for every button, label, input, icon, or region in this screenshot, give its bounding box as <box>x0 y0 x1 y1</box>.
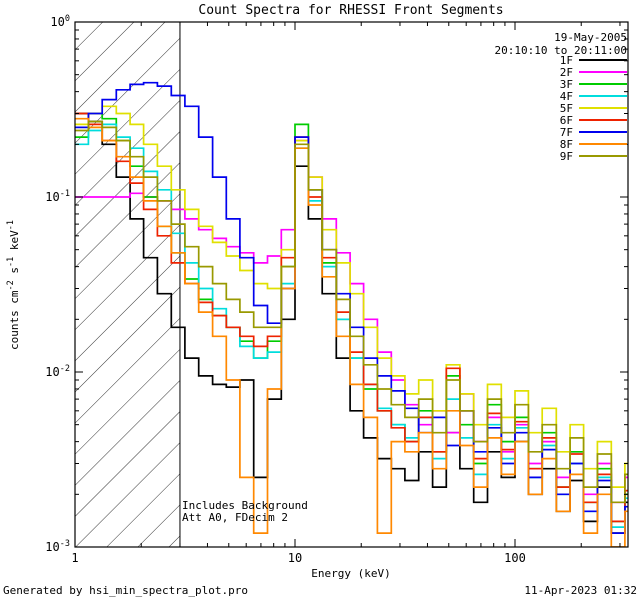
annotation-attenuator-state: Att A0, FDecim 2 <box>182 511 288 524</box>
legend-label-9F: 9F <box>560 150 573 163</box>
legend-label-3F: 3F <box>560 78 573 91</box>
y-tick-label-10e-3: 10-3 <box>45 539 70 554</box>
legend-label-6F: 6F <box>560 114 573 127</box>
legend-label-1F: 1F <box>560 54 573 67</box>
x-tick-label-10: 10 <box>288 551 302 565</box>
legend-entry-1F: 1F <box>560 54 627 67</box>
footer-generated-by: Generated by hsi_min_spectra_plot.pro <box>3 584 248 597</box>
legend-entry-2F: 2F <box>560 66 627 79</box>
legend-entry-9F: 9F <box>560 150 627 163</box>
legend-entry-5F: 5F <box>560 102 627 115</box>
footer-timestamp: 11-Apr-2023 01:32 <box>524 584 637 597</box>
date-label: 19-May-2005 <box>554 31 627 44</box>
series-line-5F <box>75 105 628 488</box>
series-line-8F <box>75 117 628 547</box>
legend-entry-4F: 4F <box>560 90 627 103</box>
time-range-label: 20:10:10 to 20:11:00 <box>495 44 627 57</box>
legend-label-8F: 8F <box>560 138 573 151</box>
legend-entry-7F: 7F <box>560 126 627 139</box>
y-axis-title: counts cm-2 s-1 keV-1 <box>6 220 21 350</box>
legend-label-7F: 7F <box>560 126 573 139</box>
legend-label-5F: 5F <box>560 102 573 115</box>
spectra-series-layer <box>75 81 628 547</box>
series-line-9F <box>75 120 628 504</box>
y-tick-label-10e0: 100 <box>50 14 70 29</box>
legend-label-2F: 2F <box>560 66 573 79</box>
tick-labels: 1 10 100 100 10-1 10-2 10-3 <box>45 14 526 565</box>
annotation-includes-background: Includes Background <box>182 499 308 512</box>
x-axis-title: Energy (keV) <box>311 567 390 580</box>
legend-entry-3F: 3F <box>560 78 627 91</box>
x-tick-label-100: 100 <box>504 551 526 565</box>
y-tick-label-10e-2: 10-2 <box>45 364 70 379</box>
legend-label-4F: 4F <box>560 90 573 103</box>
chart-title: Count Spectra for RHESSI Front Segments <box>198 3 503 18</box>
y-axis-title-text: counts cm-2 s-1 keV-1 <box>6 220 21 350</box>
attenuator-hatch-region <box>75 22 181 547</box>
plot-axes <box>74 21 629 548</box>
x-tick-label-1: 1 <box>71 551 78 565</box>
legend-entry-6F: 6F <box>560 114 627 127</box>
y-tick-label-10e-1: 10-1 <box>45 189 70 204</box>
legend-entry-8F: 8F <box>560 138 627 151</box>
